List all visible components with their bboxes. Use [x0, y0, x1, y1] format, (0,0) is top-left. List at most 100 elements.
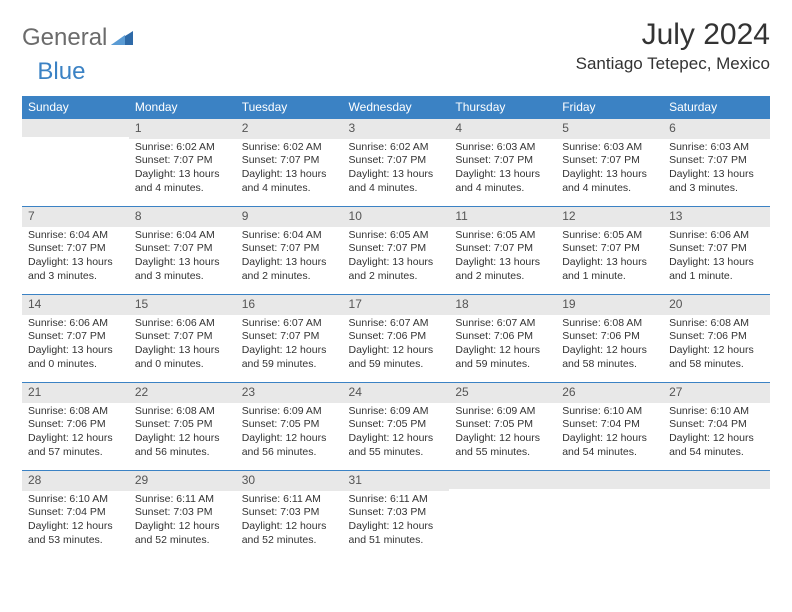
- day-daylight1: Daylight: 13 hours: [135, 256, 230, 270]
- location: Santiago Tetepec, Mexico: [576, 54, 770, 74]
- day-cell: [663, 470, 770, 558]
- day-cell: 22Sunrise: 6:08 AMSunset: 7:05 PMDayligh…: [129, 382, 236, 470]
- day-sunset: Sunset: 7:07 PM: [28, 330, 123, 344]
- day-number: 6: [663, 118, 770, 139]
- day-body: Sunrise: 6:04 AMSunset: 7:07 PMDaylight:…: [129, 227, 236, 288]
- day-daylight1: Daylight: 12 hours: [455, 432, 550, 446]
- day-daylight1: Daylight: 12 hours: [349, 520, 444, 534]
- day-body: Sunrise: 6:07 AMSunset: 7:06 PMDaylight:…: [449, 315, 556, 376]
- day-sunrise: Sunrise: 6:05 AM: [455, 229, 550, 243]
- day-daylight1: Daylight: 12 hours: [242, 432, 337, 446]
- day-number: 14: [22, 294, 129, 315]
- week-row: 7Sunrise: 6:04 AMSunset: 7:07 PMDaylight…: [22, 206, 770, 294]
- day-body: Sunrise: 6:04 AMSunset: 7:07 PMDaylight:…: [236, 227, 343, 288]
- day-cell: 14Sunrise: 6:06 AMSunset: 7:07 PMDayligh…: [22, 294, 129, 382]
- week-row: 1Sunrise: 6:02 AMSunset: 7:07 PMDaylight…: [22, 118, 770, 206]
- day-daylight2: and 53 minutes.: [28, 534, 123, 548]
- day-body: Sunrise: 6:05 AMSunset: 7:07 PMDaylight:…: [449, 227, 556, 288]
- day-of-week-row: Sunday Monday Tuesday Wednesday Thursday…: [22, 96, 770, 118]
- month-title: July 2024: [576, 18, 770, 52]
- day-cell: 25Sunrise: 6:09 AMSunset: 7:05 PMDayligh…: [449, 382, 556, 470]
- day-cell: [449, 470, 556, 558]
- day-daylight2: and 55 minutes.: [455, 446, 550, 460]
- day-sunset: Sunset: 7:07 PM: [349, 242, 444, 256]
- day-cell: 12Sunrise: 6:05 AMSunset: 7:07 PMDayligh…: [556, 206, 663, 294]
- day-sunrise: Sunrise: 6:11 AM: [349, 493, 444, 507]
- day-daylight2: and 3 minutes.: [669, 182, 764, 196]
- day-daylight2: and 3 minutes.: [28, 270, 123, 284]
- day-daylight1: Daylight: 12 hours: [562, 344, 657, 358]
- day-body: Sunrise: 6:03 AMSunset: 7:07 PMDaylight:…: [556, 139, 663, 200]
- calendar-page: General July 2024 Santiago Tetepec, Mexi…: [0, 0, 792, 576]
- day-sunrise: Sunrise: 6:09 AM: [455, 405, 550, 419]
- day-sunrise: Sunrise: 6:08 AM: [669, 317, 764, 331]
- day-sunset: Sunset: 7:06 PM: [28, 418, 123, 432]
- day-sunset: Sunset: 7:07 PM: [669, 242, 764, 256]
- day-daylight2: and 55 minutes.: [349, 446, 444, 460]
- day-cell: 5Sunrise: 6:03 AMSunset: 7:07 PMDaylight…: [556, 118, 663, 206]
- day-sunrise: Sunrise: 6:11 AM: [242, 493, 337, 507]
- dow-monday: Monday: [129, 96, 236, 118]
- dow-saturday: Saturday: [663, 96, 770, 118]
- day-daylight1: Daylight: 13 hours: [242, 256, 337, 270]
- day-body: Sunrise: 6:11 AMSunset: 7:03 PMDaylight:…: [343, 491, 450, 552]
- day-cell: 20Sunrise: 6:08 AMSunset: 7:06 PMDayligh…: [663, 294, 770, 382]
- day-cell: 27Sunrise: 6:10 AMSunset: 7:04 PMDayligh…: [663, 382, 770, 470]
- day-daylight2: and 4 minutes.: [242, 182, 337, 196]
- day-body: Sunrise: 6:03 AMSunset: 7:07 PMDaylight:…: [449, 139, 556, 200]
- day-daylight1: Daylight: 13 hours: [135, 168, 230, 182]
- day-daylight1: Daylight: 13 hours: [562, 256, 657, 270]
- day-daylight1: Daylight: 13 hours: [349, 168, 444, 182]
- day-cell: 10Sunrise: 6:05 AMSunset: 7:07 PMDayligh…: [343, 206, 450, 294]
- day-daylight1: Daylight: 13 hours: [28, 256, 123, 270]
- day-daylight2: and 59 minutes.: [455, 358, 550, 372]
- day-sunrise: Sunrise: 6:06 AM: [669, 229, 764, 243]
- day-sunset: Sunset: 7:07 PM: [135, 154, 230, 168]
- day-number: 3: [343, 118, 450, 139]
- day-sunset: Sunset: 7:03 PM: [135, 506, 230, 520]
- day-body: Sunrise: 6:09 AMSunset: 7:05 PMDaylight:…: [449, 403, 556, 464]
- day-daylight2: and 57 minutes.: [28, 446, 123, 460]
- day-number: 4: [449, 118, 556, 139]
- day-sunrise: Sunrise: 6:07 AM: [349, 317, 444, 331]
- day-cell: 28Sunrise: 6:10 AMSunset: 7:04 PMDayligh…: [22, 470, 129, 558]
- day-daylight1: Daylight: 12 hours: [135, 432, 230, 446]
- day-body: Sunrise: 6:07 AMSunset: 7:07 PMDaylight:…: [236, 315, 343, 376]
- day-sunset: Sunset: 7:07 PM: [349, 154, 444, 168]
- day-daylight2: and 52 minutes.: [135, 534, 230, 548]
- day-body: Sunrise: 6:06 AMSunset: 7:07 PMDaylight:…: [129, 315, 236, 376]
- day-body: Sunrise: 6:09 AMSunset: 7:05 PMDaylight:…: [236, 403, 343, 464]
- day-daylight1: Daylight: 13 hours: [562, 168, 657, 182]
- day-sunset: Sunset: 7:07 PM: [562, 242, 657, 256]
- day-daylight1: Daylight: 12 hours: [242, 520, 337, 534]
- day-number: 30: [236, 470, 343, 491]
- day-body: Sunrise: 6:06 AMSunset: 7:07 PMDaylight:…: [22, 315, 129, 376]
- logo: General: [22, 24, 135, 52]
- day-cell: 13Sunrise: 6:06 AMSunset: 7:07 PMDayligh…: [663, 206, 770, 294]
- calendar-body: 1Sunrise: 6:02 AMSunset: 7:07 PMDaylight…: [22, 118, 770, 558]
- day-daylight1: Daylight: 13 hours: [242, 168, 337, 182]
- day-daylight2: and 4 minutes.: [455, 182, 550, 196]
- day-sunset: Sunset: 7:05 PM: [135, 418, 230, 432]
- day-sunrise: Sunrise: 6:11 AM: [135, 493, 230, 507]
- day-daylight2: and 0 minutes.: [135, 358, 230, 372]
- day-cell: 1Sunrise: 6:02 AMSunset: 7:07 PMDaylight…: [129, 118, 236, 206]
- day-body: Sunrise: 6:03 AMSunset: 7:07 PMDaylight:…: [663, 139, 770, 200]
- dow-sunday: Sunday: [22, 96, 129, 118]
- day-body: Sunrise: 6:10 AMSunset: 7:04 PMDaylight:…: [22, 491, 129, 552]
- day-sunrise: Sunrise: 6:03 AM: [455, 141, 550, 155]
- day-daylight1: Daylight: 12 hours: [349, 344, 444, 358]
- day-cell: 9Sunrise: 6:04 AMSunset: 7:07 PMDaylight…: [236, 206, 343, 294]
- day-sunset: Sunset: 7:07 PM: [242, 242, 337, 256]
- day-sunset: Sunset: 7:03 PM: [349, 506, 444, 520]
- dow-thursday: Thursday: [449, 96, 556, 118]
- day-number: 18: [449, 294, 556, 315]
- dow-friday: Friday: [556, 96, 663, 118]
- day-number: 11: [449, 206, 556, 227]
- day-sunrise: Sunrise: 6:09 AM: [349, 405, 444, 419]
- day-body: Sunrise: 6:08 AMSunset: 7:06 PMDaylight:…: [22, 403, 129, 464]
- day-cell: 31Sunrise: 6:11 AMSunset: 7:03 PMDayligh…: [343, 470, 450, 558]
- day-daylight2: and 51 minutes.: [349, 534, 444, 548]
- day-number: 20: [663, 294, 770, 315]
- day-body: Sunrise: 6:09 AMSunset: 7:05 PMDaylight:…: [343, 403, 450, 464]
